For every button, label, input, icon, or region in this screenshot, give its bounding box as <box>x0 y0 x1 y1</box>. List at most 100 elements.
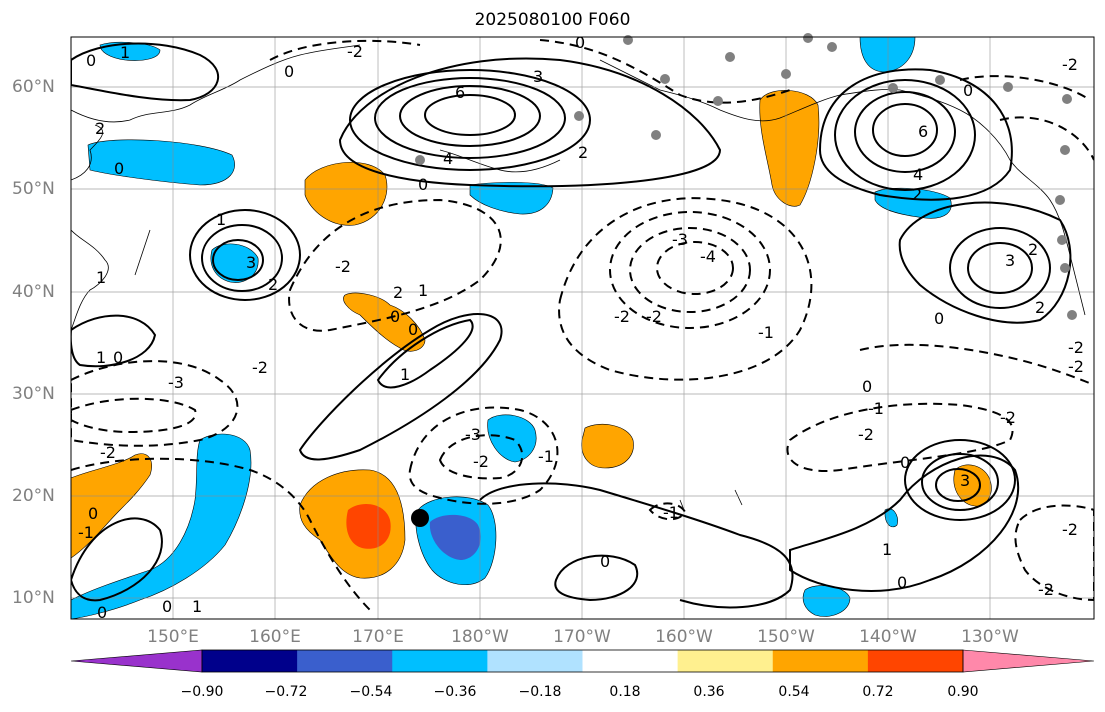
station-dot <box>1057 235 1067 245</box>
lat-label: 50°N <box>12 179 55 199</box>
contour-label: 6 <box>918 122 928 141</box>
contour-label: 1 <box>400 365 410 384</box>
solid-contour <box>479 482 794 609</box>
dashed-contour <box>629 227 751 313</box>
positive-anomaly-patch <box>343 292 426 352</box>
contour-label: -3 <box>168 373 184 392</box>
station-dot <box>574 111 584 121</box>
station-dot <box>651 130 661 140</box>
contour-label: 1 <box>120 43 130 62</box>
dashed-contour <box>408 406 559 505</box>
colorbar-segment <box>677 650 774 672</box>
station-dot <box>660 74 670 84</box>
contour-label: 2 <box>268 275 278 294</box>
station-dot <box>827 42 837 52</box>
dashed-contour <box>558 197 813 381</box>
dashed-contour <box>1014 504 1094 602</box>
contour-label: -2 <box>100 443 116 462</box>
contour-label: 0 <box>418 175 428 194</box>
station-dot <box>1060 145 1070 155</box>
contour-label: 0 <box>88 504 98 523</box>
solid-contour <box>338 57 722 188</box>
contour-label: 0 <box>113 348 123 367</box>
dashed-contour <box>859 343 1094 386</box>
dashed-contour <box>438 434 524 480</box>
contour-label: 1 <box>96 268 106 287</box>
plot-frame <box>70 36 1095 620</box>
contour-label: -1 <box>663 503 679 522</box>
contour-label: -3 <box>672 230 688 249</box>
shaded-anomaly-layer <box>71 37 1086 619</box>
solid-contour <box>949 227 1051 309</box>
contour-label: 0 <box>390 307 400 326</box>
contour-label: 2 <box>1028 240 1038 259</box>
dashed-contour <box>269 39 791 104</box>
contour-label: 0 <box>408 320 418 339</box>
contour-layer <box>71 42 1072 609</box>
solid-contour <box>201 224 283 292</box>
contour-label: 0 <box>162 597 172 616</box>
colorbar-segment <box>487 650 583 672</box>
colorbar-extend-min <box>70 649 203 673</box>
colorbar <box>70 649 1095 673</box>
contour-label: -2 <box>614 307 630 326</box>
station-dot <box>803 33 813 43</box>
solid-contour <box>554 554 639 602</box>
station-dot <box>781 69 791 79</box>
negative-anomaly-patch <box>469 182 554 215</box>
contour-label: -2 <box>473 452 489 471</box>
solid-contour <box>212 239 264 281</box>
contour-label: -1 <box>758 323 774 342</box>
solid-contour <box>399 85 541 147</box>
station-dot <box>1003 82 1013 92</box>
contour-label: -1 <box>78 523 94 542</box>
contour-label: 3 <box>533 67 543 86</box>
colorbar-segment <box>772 650 869 672</box>
contour-label: 3 <box>1005 251 1015 270</box>
dashed-contour <box>609 211 771 329</box>
map-title: 2025080100 F060 <box>474 10 631 30</box>
solid-contour <box>904 439 1016 521</box>
contour-label: 0 <box>575 33 585 52</box>
contour-label: 0 <box>284 62 294 81</box>
contour-label: 3 <box>960 471 970 490</box>
negative-anomaly-patch <box>71 433 252 619</box>
contour-label: 0 <box>97 603 107 622</box>
lat-label: 60°N <box>12 77 55 97</box>
contour-label: 2 <box>393 283 403 302</box>
lat-label: 40°N <box>12 282 55 302</box>
contour-label: -2 <box>1000 408 1016 427</box>
contour-label: 0 <box>600 552 610 571</box>
contour-label: 2 <box>95 119 105 138</box>
station-dot <box>1062 94 1072 104</box>
contour-label: -2 <box>347 42 363 61</box>
contour-label: 1 <box>418 281 428 300</box>
contour-label: -2 <box>1038 580 1054 599</box>
lon-label: 160°W <box>655 627 713 647</box>
contour-label: 2 <box>578 143 588 162</box>
contour-label: -4 <box>700 247 716 266</box>
colorbar-extend-max <box>962 649 1095 673</box>
colorbar-tick-label: 0.90 <box>947 684 979 700</box>
dashed-contour-layer <box>71 39 1094 611</box>
solid-contour <box>898 201 1072 324</box>
dashed-contour <box>71 397 197 434</box>
contour-label: -1 <box>868 399 884 418</box>
contour-label: 4 <box>443 149 453 168</box>
storm-position-marker <box>411 509 429 527</box>
contour-label: -2 <box>335 257 351 276</box>
lon-label: 170°E <box>352 627 404 647</box>
contour-label: -1 <box>538 447 554 466</box>
contour-label: -2 <box>1062 55 1078 74</box>
lon-label: 130°W <box>961 627 1019 647</box>
solid-contour <box>71 314 157 368</box>
negative-anomaly-patch <box>859 37 916 73</box>
dashed-contour <box>786 402 1014 472</box>
negative-anomaly-patch <box>874 187 952 219</box>
colorbar-segment <box>202 650 298 672</box>
contour-label: 0 <box>934 309 944 328</box>
dashed-contour <box>288 198 502 332</box>
solid-contour <box>935 468 981 502</box>
station-dot <box>725 52 735 62</box>
